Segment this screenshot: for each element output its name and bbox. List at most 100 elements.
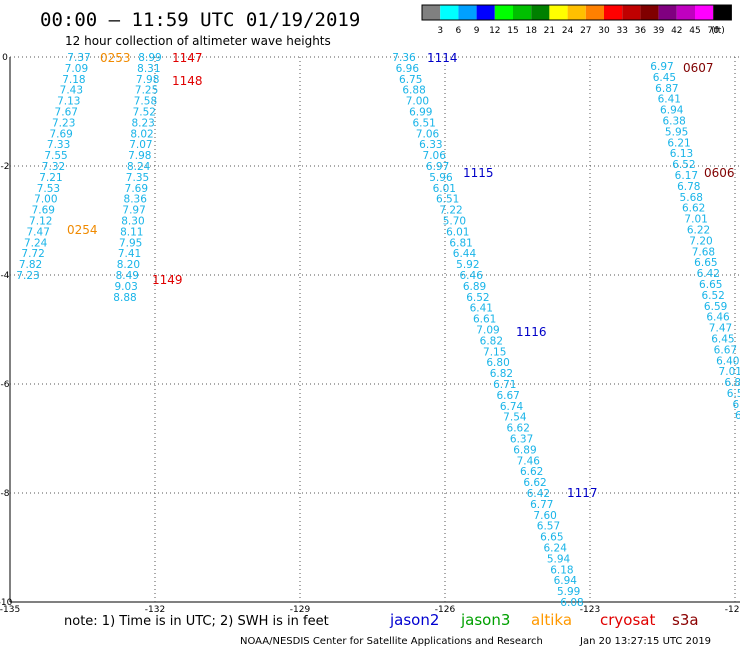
x-tick-label: -123 bbox=[580, 605, 600, 615]
wave-height-value: 6.94 bbox=[554, 575, 578, 587]
wave-height-value: 7.69 bbox=[32, 205, 55, 217]
legend-label: 3 bbox=[437, 26, 443, 36]
track-time-label: 1115 bbox=[463, 166, 494, 180]
legend-border bbox=[421, 4, 732, 21]
wave-height-value: 6.42 bbox=[527, 488, 550, 500]
satellite-altika-label: altika bbox=[531, 611, 572, 629]
wave-height-value: 7.20 bbox=[689, 235, 712, 247]
wave-height-value: 6.97 bbox=[650, 61, 673, 73]
wave-height-value: 6.59 bbox=[704, 301, 727, 313]
wave-height-value: 7.97 bbox=[122, 205, 145, 217]
wave-height-value: 8.31 bbox=[137, 63, 160, 75]
wave-height-value: 6.18 bbox=[550, 564, 573, 576]
wave-height-value: 7.18 bbox=[62, 74, 85, 86]
timestamp-text: Jan 20 13:27:15 UTC 2019 bbox=[579, 636, 711, 647]
wave-height-value: 7.33 bbox=[47, 139, 70, 151]
legend-swatch bbox=[604, 5, 623, 20]
track-1: 7.377.097.187.437.137.677.237.697.337.55… bbox=[16, 51, 130, 282]
wave-height-value: 7.07 bbox=[129, 139, 152, 151]
track-time-label: 0607 bbox=[683, 61, 714, 75]
wave-height-value: 7.69 bbox=[49, 128, 72, 140]
wave-height-value: 7.01 bbox=[684, 214, 707, 226]
wave-height-value: 7.60 bbox=[533, 510, 556, 522]
track-2: 8.998.317.987.257.587.528.238.027.077.98… bbox=[113, 51, 202, 304]
wave-height-value: 6.65 bbox=[694, 257, 717, 269]
wave-height-value: 6.40 bbox=[716, 355, 739, 367]
wave-height-value: 6.67 bbox=[714, 344, 737, 356]
legend-label: 42 bbox=[671, 26, 682, 36]
wave-height-value: 5.92 bbox=[456, 259, 479, 271]
wave-height-value: 7.69 bbox=[125, 183, 148, 195]
wave-height-value: 6.88 bbox=[402, 85, 425, 97]
wave-height-value: 6.37 bbox=[510, 434, 533, 446]
satellite-jason3-label: jason3 bbox=[460, 611, 510, 629]
satellite-legend: jason2 jason3 altika cryosat s3a bbox=[389, 611, 699, 629]
wave-height-value: 6.41 bbox=[470, 303, 493, 315]
wave-height-value: 6.8 bbox=[724, 377, 740, 389]
wave-height-value: 6.45 bbox=[653, 72, 676, 84]
wave-height-value: 6.08 bbox=[560, 597, 583, 609]
wave-height-value: 6.5 bbox=[727, 388, 740, 400]
wave-height-value: 6.75 bbox=[399, 74, 422, 86]
color-legend: 3 6 9 12 15 18 21 24 27 30 33 36 39 42 45 70(ft) bbox=[421, 4, 732, 36]
track-time-label: 1116 bbox=[516, 325, 547, 339]
wave-height-value: 7.23 bbox=[52, 117, 75, 129]
page-title: 00:00 – 11:59 UTC 01/19/2019 bbox=[40, 9, 360, 31]
wave-height-value: 7.68 bbox=[692, 246, 715, 258]
legend-label: 27 bbox=[580, 26, 591, 36]
legend-label: 24 bbox=[562, 26, 574, 36]
satellite-tracks: 7.377.097.187.437.137.677.237.697.337.55… bbox=[16, 51, 740, 609]
legend-label: 18 bbox=[525, 26, 537, 36]
wave-height-value: 8.20 bbox=[117, 259, 140, 271]
wave-height-value: 6.52 bbox=[466, 292, 489, 304]
wave-height-value: 7.55 bbox=[44, 150, 67, 162]
legend-label: 45 bbox=[689, 26, 700, 36]
legend-label: 15 bbox=[507, 26, 518, 36]
wave-height-value: 6.89 bbox=[463, 281, 486, 293]
wave-height-value: 7.32 bbox=[42, 161, 65, 173]
y-tick-label: -6 bbox=[1, 380, 10, 390]
x-tick-label: -120 bbox=[725, 605, 740, 615]
wave-height-value: 8.24 bbox=[127, 161, 151, 173]
wave-height-value: 8.99 bbox=[138, 52, 161, 64]
wave-height-value: 7.95 bbox=[119, 237, 142, 249]
wave-height-value: 6.80 bbox=[486, 357, 509, 369]
track-time-label: 1117 bbox=[567, 486, 598, 500]
x-tick-label: -126 bbox=[435, 605, 456, 615]
wave-height-value: 6.94 bbox=[660, 105, 684, 117]
legend-swatch bbox=[513, 5, 532, 20]
wave-height-value: 7.06 bbox=[423, 150, 447, 162]
wave-height-value: 6.81 bbox=[449, 237, 472, 249]
wave-height-value: 6.62 bbox=[520, 466, 543, 478]
wave-height-value: 6.24 bbox=[544, 543, 568, 555]
wave-height-value: 6.62 bbox=[507, 423, 530, 435]
legend-label: 6 bbox=[456, 26, 462, 36]
wave-height-value: 6. bbox=[733, 399, 740, 411]
wave-height-value: 7.36 bbox=[392, 52, 416, 64]
y-tick-label: -10 bbox=[0, 598, 13, 608]
track-4: 6.976.456.876.416.946.385.956.216.136.52… bbox=[650, 61, 740, 422]
wave-height-value: 8.36 bbox=[124, 194, 148, 206]
wave-height-value: 6.96 bbox=[396, 63, 420, 75]
wave-height-value: 6.97 bbox=[426, 161, 449, 173]
wave-height-value: 6.33 bbox=[419, 139, 442, 151]
legend-swatch bbox=[676, 5, 695, 20]
legend-swatch bbox=[640, 5, 659, 20]
wave-height-value: 6.46 bbox=[460, 270, 484, 282]
wave-height-value: 6.51 bbox=[412, 117, 435, 129]
wave-height-value: 6.51 bbox=[436, 194, 459, 206]
wave-height-value: 6.57 bbox=[537, 521, 560, 533]
wave-height-value: 6.01 bbox=[446, 226, 469, 238]
wave-height-value: 7.25 bbox=[135, 85, 158, 97]
legend-unit: (ft) bbox=[711, 26, 725, 36]
wave-height-value: 7.67 bbox=[55, 107, 78, 119]
x-tick-label: -129 bbox=[290, 605, 311, 615]
wave-height-value: 8.30 bbox=[121, 216, 144, 228]
wave-height-value: 7.98 bbox=[128, 150, 151, 162]
wave-height-value: 6.22 bbox=[687, 225, 710, 237]
wave-height-value: 6.01 bbox=[433, 183, 456, 195]
legend-swatch bbox=[440, 5, 459, 20]
wave-height-value: 6.45 bbox=[711, 334, 734, 346]
legend-swatch bbox=[476, 5, 495, 20]
